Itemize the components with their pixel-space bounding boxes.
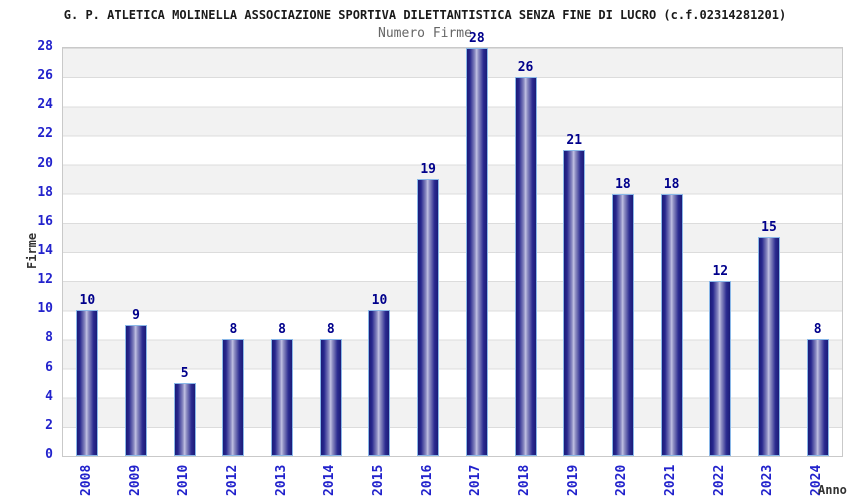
x-tick-label: 2017 bbox=[468, 464, 484, 496]
x-tick-label: 2013 bbox=[273, 464, 289, 496]
x-tick-label: 2016 bbox=[419, 464, 435, 496]
bar-value-label: 28 bbox=[469, 31, 485, 46]
bar-value-label: 19 bbox=[420, 162, 436, 177]
bar bbox=[76, 310, 99, 456]
bar-value-label: 18 bbox=[663, 177, 680, 192]
x-tick-label: 2023 bbox=[760, 464, 776, 496]
x-tick-label: 2010 bbox=[176, 464, 192, 496]
x-tick-label: 2019 bbox=[565, 464, 581, 496]
x-tick-label: 2015 bbox=[370, 464, 386, 496]
bar bbox=[173, 383, 196, 456]
bar-value-label: 8 bbox=[326, 322, 335, 337]
bar bbox=[757, 237, 780, 456]
x-tick-label: 2018 bbox=[517, 464, 533, 496]
bar bbox=[417, 179, 440, 456]
x-tick-label: 2022 bbox=[711, 464, 727, 496]
y-tick-label: 28 bbox=[37, 39, 53, 54]
bar bbox=[611, 194, 634, 456]
y-tick-label: 22 bbox=[37, 126, 53, 142]
bar-value-label: 8 bbox=[813, 322, 822, 337]
plot-area: 10 9 5 8 8 8 10 19 28 26 21 18 18 12 15 8 bbox=[62, 32, 843, 457]
y-tick-label: 26 bbox=[37, 68, 53, 84]
chart-subtitle: Numero Firme bbox=[378, 26, 472, 41]
y-tick-label: 6 bbox=[45, 359, 53, 375]
y-tick-label: 4 bbox=[45, 388, 53, 404]
bar bbox=[271, 339, 294, 456]
y-tick-label: 24 bbox=[37, 97, 53, 113]
y-tick-label: 2 bbox=[45, 417, 53, 433]
y-tick-label: 12 bbox=[37, 272, 53, 288]
bar bbox=[660, 194, 683, 456]
bar bbox=[514, 77, 537, 456]
chart-title: G. P. ATLETICA MOLINELLA ASSOCIAZIONE SP… bbox=[63, 8, 787, 22]
bar bbox=[319, 339, 342, 456]
bar-value-label: 18 bbox=[615, 177, 631, 192]
bar bbox=[709, 281, 732, 456]
bar-value-label: 9 bbox=[132, 308, 140, 323]
bar-value-label: 10 bbox=[79, 293, 96, 308]
x-tick-label: 2008 bbox=[78, 464, 94, 496]
y-tick-label: 18 bbox=[37, 184, 53, 200]
bar bbox=[222, 339, 245, 456]
x-tick-label: 2020 bbox=[614, 464, 630, 496]
bar bbox=[465, 48, 488, 456]
y-tick-label: 8 bbox=[45, 330, 53, 346]
bar-value-label: 12 bbox=[712, 264, 729, 279]
bar-value-label: 15 bbox=[761, 220, 777, 235]
y-tick-label: 10 bbox=[37, 301, 53, 317]
bar bbox=[125, 325, 148, 456]
x-tick-label: 2009 bbox=[127, 464, 143, 496]
y-tick-label: 16 bbox=[37, 213, 53, 229]
bar bbox=[563, 150, 586, 456]
bar bbox=[806, 339, 829, 456]
x-tick-label: 2014 bbox=[322, 464, 338, 496]
y-tick-label: 20 bbox=[37, 155, 53, 171]
bar-value-label: 26 bbox=[517, 60, 534, 75]
bar-value-label: 10 bbox=[371, 293, 388, 308]
x-tick-label: 2021 bbox=[663, 464, 679, 496]
y-tick-label: 14 bbox=[37, 243, 53, 258]
y-tick-label: 0 bbox=[45, 447, 53, 462]
x-axis-title: Anno bbox=[818, 483, 847, 497]
bar-value-label: 8 bbox=[229, 322, 238, 337]
x-tick-label: 2012 bbox=[224, 464, 240, 496]
bar-value-label: 21 bbox=[566, 133, 583, 148]
bar bbox=[368, 310, 391, 456]
bar-value-label: 8 bbox=[278, 322, 286, 337]
bar-value-label: 5 bbox=[180, 366, 189, 381]
